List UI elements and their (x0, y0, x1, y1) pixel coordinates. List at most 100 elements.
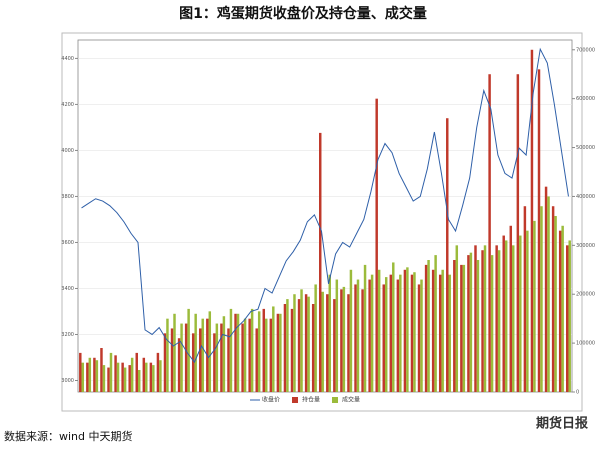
bar (319, 132, 322, 392)
bar (156, 352, 160, 392)
bar (234, 313, 237, 392)
bar (474, 245, 477, 392)
y2-tick-label: 300000 (576, 243, 595, 249)
bar (502, 235, 505, 392)
bar (406, 267, 409, 392)
bar (250, 308, 254, 392)
bar (304, 294, 308, 392)
bar (255, 328, 258, 392)
bar (333, 299, 336, 392)
y-tick-label: 3600 (61, 240, 74, 246)
bar (227, 328, 230, 392)
bar (523, 206, 527, 392)
bar (382, 284, 385, 392)
bar (290, 308, 294, 392)
bar (467, 255, 470, 392)
bar (314, 284, 317, 392)
bar (335, 279, 339, 392)
bar (187, 308, 190, 392)
watermark: 期货日报 (536, 416, 589, 432)
bar (109, 352, 113, 392)
bar (368, 279, 371, 392)
bar (544, 186, 548, 392)
bar (403, 269, 407, 392)
bar (215, 323, 219, 392)
bar (377, 269, 381, 392)
bar (191, 333, 195, 392)
legend-swatch (292, 397, 298, 403)
bar (184, 323, 188, 392)
bar (93, 357, 96, 392)
bar (349, 269, 353, 392)
bar (170, 328, 174, 392)
bar (540, 206, 543, 392)
bar (114, 355, 117, 392)
bar (166, 318, 169, 392)
bar (194, 313, 197, 392)
legend-label: 持仓量 (302, 396, 320, 404)
bar (86, 362, 89, 392)
y2-tick-label: 700000 (576, 47, 595, 53)
bar (530, 49, 534, 393)
bar (448, 274, 451, 392)
y2-tick-label: 600000 (576, 96, 595, 102)
bar (279, 313, 282, 392)
bar (424, 264, 428, 392)
bar (248, 318, 251, 392)
bar (142, 357, 146, 392)
y2-tick-label: 400000 (576, 194, 595, 200)
bar (384, 277, 388, 392)
bar (116, 362, 120, 392)
y2-tick-label: 0 (576, 390, 579, 396)
bar (438, 274, 442, 392)
bar (297, 299, 301, 392)
bar (137, 370, 141, 392)
bar (453, 260, 456, 392)
bar (417, 284, 421, 392)
bar (340, 289, 343, 392)
bar (272, 306, 275, 392)
bar (361, 289, 364, 392)
bar (356, 279, 360, 392)
bar (460, 264, 463, 392)
bar (446, 118, 449, 392)
bar (300, 289, 303, 392)
bar (128, 365, 131, 392)
bar (558, 230, 562, 392)
bar (431, 269, 435, 392)
bar (173, 313, 176, 392)
bar (328, 274, 331, 392)
bar (213, 333, 216, 392)
bar (321, 291, 324, 392)
bar (389, 274, 393, 392)
y-tick-label: 4000 (61, 148, 74, 154)
bar (533, 220, 536, 392)
bar (123, 367, 127, 392)
bar (392, 262, 395, 392)
y2-tick-label: 200000 (576, 292, 595, 298)
y-tick-label: 3200 (61, 332, 74, 338)
bar (495, 245, 498, 392)
bar (149, 362, 153, 392)
bar (516, 74, 520, 392)
bar (130, 357, 134, 392)
bar (121, 362, 124, 392)
bar (283, 304, 287, 392)
bar (519, 235, 522, 392)
bar (396, 279, 400, 392)
bar (145, 362, 148, 392)
bar (434, 255, 437, 392)
bar (307, 296, 310, 392)
bar (547, 196, 550, 392)
legend-label: 收盘价 (262, 396, 280, 404)
bar (100, 348, 103, 392)
bar (462, 264, 466, 392)
bar (180, 323, 183, 392)
y-tick-label: 3400 (61, 286, 74, 292)
y-tick-label: 3800 (61, 194, 74, 200)
bar (497, 250, 501, 392)
bar (554, 216, 557, 392)
bar (441, 269, 444, 392)
bar (286, 299, 289, 392)
